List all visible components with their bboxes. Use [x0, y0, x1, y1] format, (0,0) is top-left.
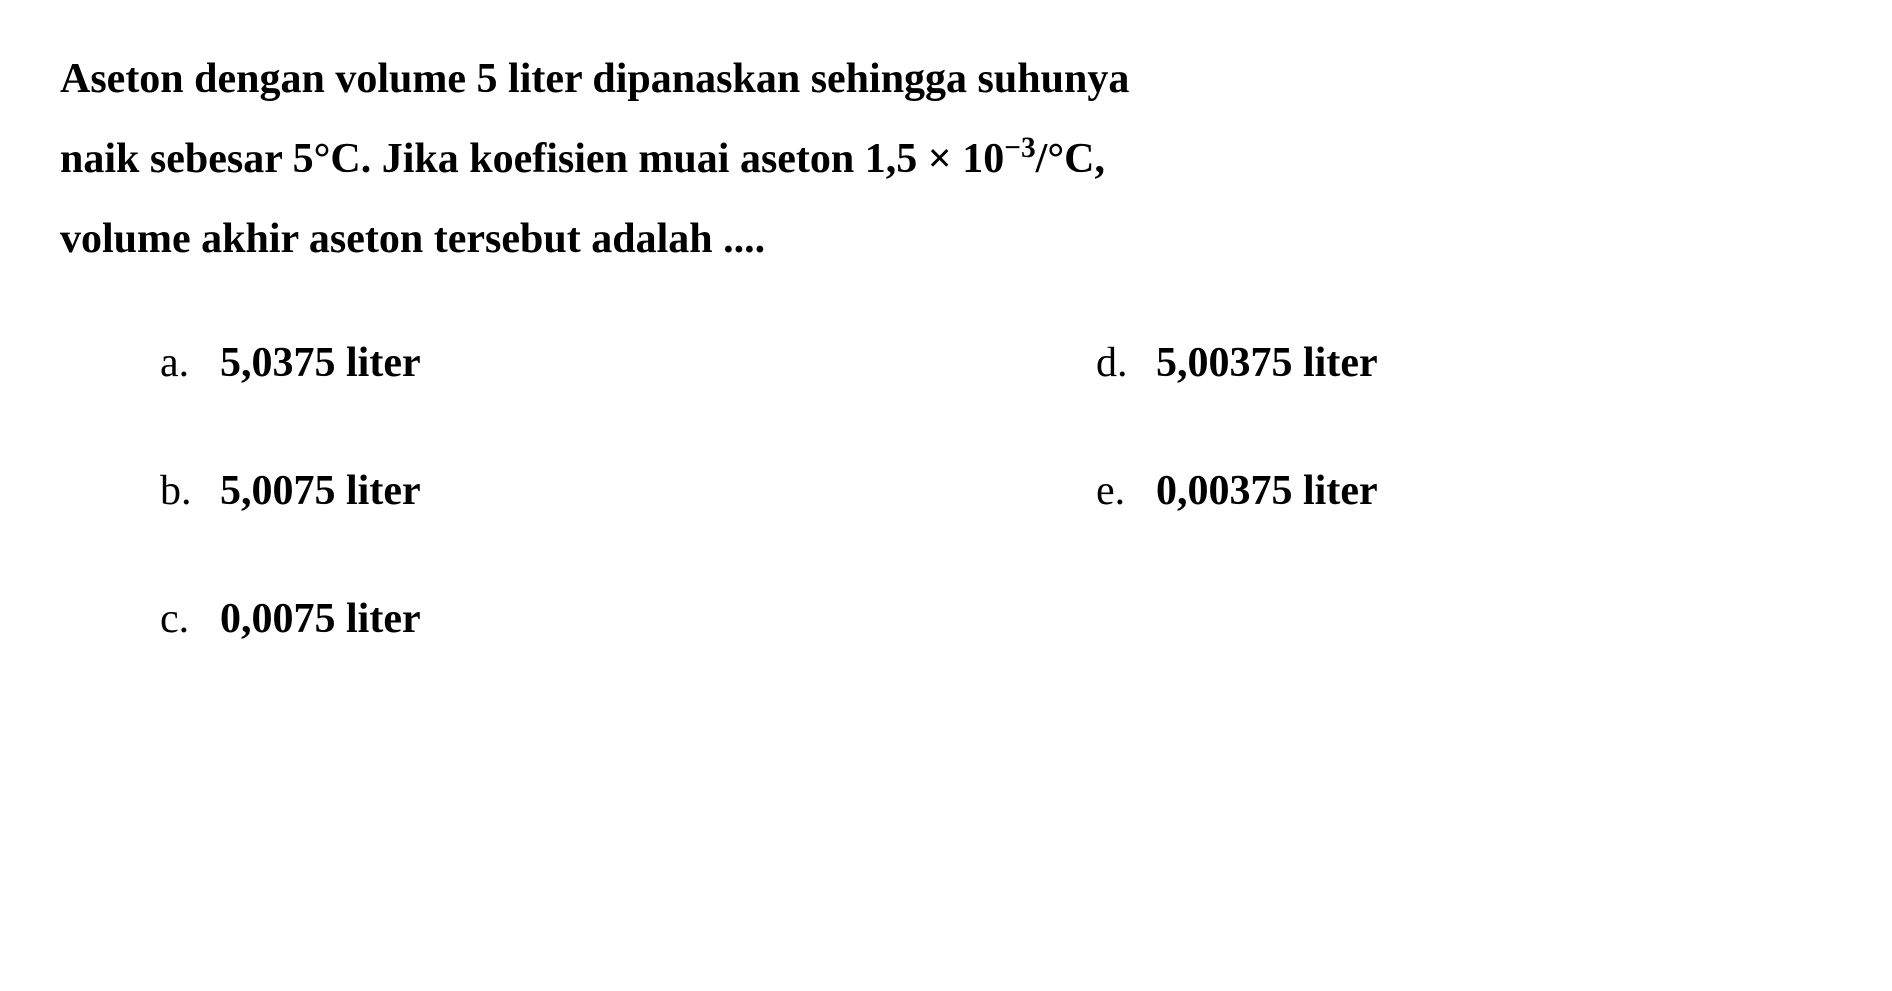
option-b-letter: b.: [160, 467, 205, 515]
option-e-letter: e.: [1096, 467, 1141, 515]
question-text: Aseton dengan volume 5 liter dipanaskan …: [60, 40, 1832, 279]
option-d-letter: d.: [1096, 339, 1141, 387]
option-a-text: 5,0375 liter: [220, 339, 421, 387]
question-line2-degree: °C. Jika koefisien muai aseton 1,5 × 10: [314, 136, 1005, 182]
options-container: a. 5,0375 liter d. 5,00375 liter b. 5,00…: [60, 339, 1832, 643]
option-b-text: 5,0075 liter: [220, 467, 421, 515]
option-b: b. 5,0075 liter: [160, 467, 896, 515]
option-c-letter: c.: [160, 595, 205, 643]
question-line2-suffix: /°C,: [1036, 136, 1105, 182]
option-a: a. 5,0375 liter: [160, 339, 896, 387]
option-c: c. 0,0075 liter: [160, 595, 896, 643]
option-e-text: 0,00375 liter: [1156, 467, 1378, 515]
question-line1: Aseton dengan volume 5 liter dipanaskan …: [60, 56, 1129, 102]
option-d: d. 5,00375 liter: [1096, 339, 1832, 387]
question-line3: volume akhir aseton tersebut adalah ....: [60, 216, 765, 262]
question-line2-prefix: naik sebesar 5: [60, 136, 314, 182]
option-c-text: 0,0075 liter: [220, 595, 421, 643]
option-a-letter: a.: [160, 339, 205, 387]
option-e: e. 0,00375 liter: [1096, 467, 1832, 515]
option-d-text: 5,00375 liter: [1156, 339, 1378, 387]
question-exponent: −3: [1004, 132, 1035, 164]
